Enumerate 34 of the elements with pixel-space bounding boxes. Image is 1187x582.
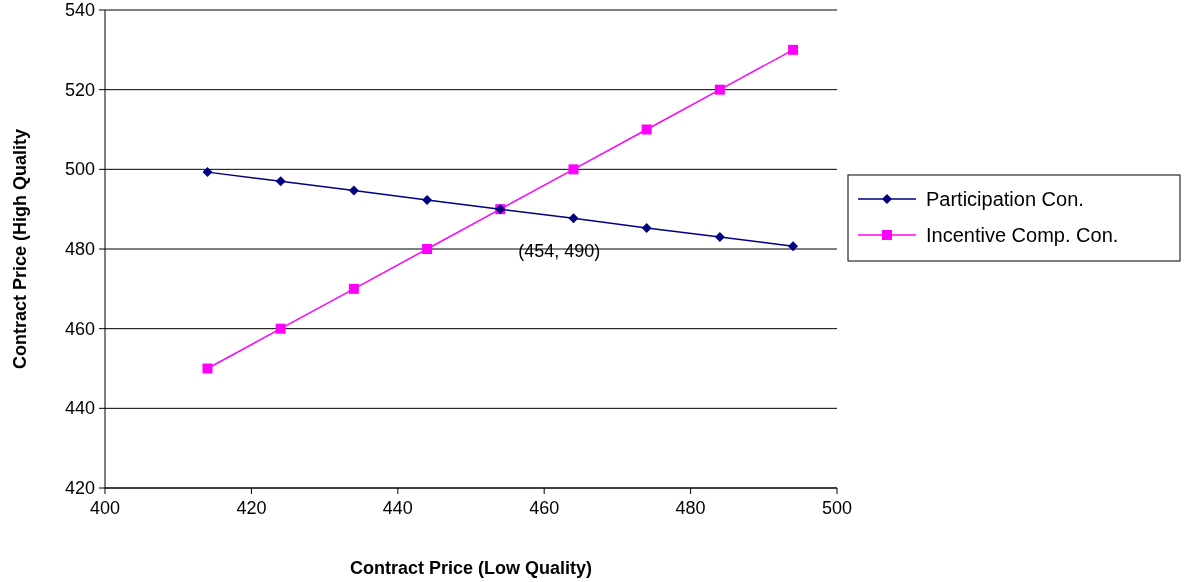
y-tick-label: 540 [64,0,95,20]
annotation: (454, 490) [518,241,601,262]
point [202,363,213,374]
point [568,164,579,175]
x-tick-label: 500 [821,498,853,518]
legend-label: Participation Con. [926,188,1084,210]
legend-label: Incentive Comp. Con. [926,224,1119,246]
point [348,185,359,196]
point [714,232,725,243]
x-tick-label: 440 [382,498,413,518]
point [641,124,652,135]
point [641,222,652,233]
point [714,84,725,95]
x-tick-label: 460 [529,498,560,518]
x-tick-label: 400 [89,498,121,518]
y-tick-label: 420 [64,478,95,498]
x-tick-label: 480 [675,498,706,518]
y-tick-label: 500 [64,159,95,180]
point [568,213,579,224]
point [422,195,433,205]
point [422,244,433,254]
x-axis-title: Contract Price (Low Quality) [349,558,593,578]
point [275,323,286,334]
point [202,167,213,178]
y-tick-label: 440 [64,398,95,419]
point [788,44,799,55]
point [788,241,799,252]
y-tick-label: 460 [64,318,95,339]
y-tick-label: 520 [64,79,95,100]
y-tick-label: 480 [64,239,95,259]
y-axis-title: Contract Price (High Quality [10,128,30,370]
point [275,176,286,187]
x-tick-label: 420 [236,498,267,518]
point [348,283,359,294]
